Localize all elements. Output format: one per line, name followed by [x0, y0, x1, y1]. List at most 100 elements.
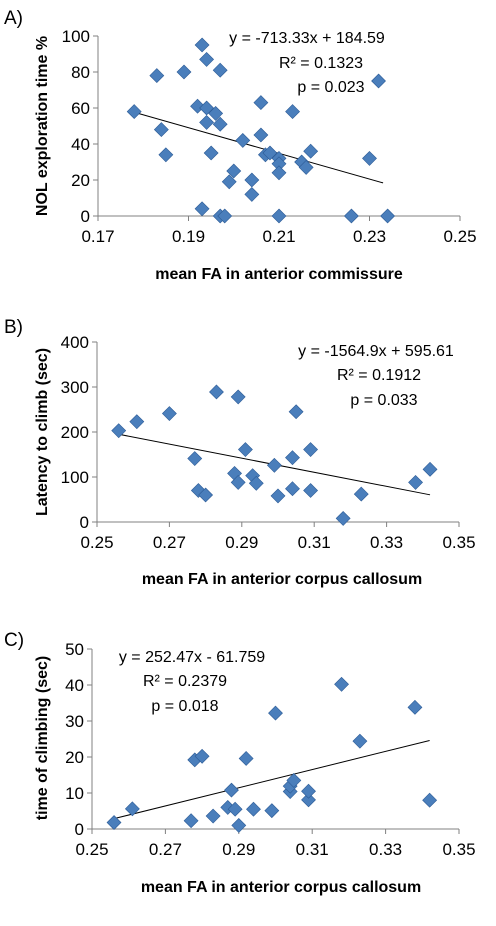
- chart-c-p-value: p = 0.018: [151, 698, 218, 715]
- chart-c-y-tick-label: 0: [75, 820, 84, 839]
- chart-c-data-point: [106, 815, 122, 830]
- chart-a-data-point: [212, 62, 228, 78]
- chart-b-data-point: [408, 474, 423, 490]
- chart-b-y-tick-label: 400: [61, 333, 89, 352]
- chart-a-data-point: [244, 186, 260, 202]
- chart-a-x-tick-label: 0.25: [443, 227, 476, 246]
- chart-a-data-point: [253, 127, 269, 143]
- chart-a-data-point: [199, 114, 215, 130]
- chart-c-x-tick-label: 0.27: [149, 840, 182, 859]
- chart-a-data-point: [199, 51, 215, 67]
- chart-a-data-point: [194, 201, 210, 217]
- chart-c-data-point: [183, 813, 199, 829]
- chart-a-y-tick-label: 80: [71, 63, 90, 82]
- chart-a-p-value: p = 0.023: [297, 79, 364, 96]
- chart-a-data-point: [303, 143, 319, 159]
- chart-c-x-tick-label: 0.29: [222, 840, 255, 859]
- chart-b-data-point: [266, 457, 282, 473]
- chart-b-data-point: [303, 442, 319, 457]
- chart-a-data-point: [221, 174, 237, 190]
- chart-c-y-axis-title: time of climbing (sec): [34, 656, 51, 820]
- chart-a-data-point: [253, 95, 269, 111]
- chart-b-plot-area: 0 100 200 300 400 0.25 0.27 0.29 0.31 0.33 0.35: [61, 333, 476, 552]
- chart-c-plot-area: 0 10 20 30 40 50 0.25 0.27 0.29 0.31 0.33 0.35: [65, 640, 475, 859]
- chart-a-y-tick-label: 20: [71, 171, 90, 190]
- chart-b-data-point: [187, 451, 203, 466]
- chart-b-r-squared: R² = 0.1912: [337, 367, 421, 384]
- chart-a-data-point: [153, 122, 169, 138]
- chart-a-r-squared: R² = 0.1323: [279, 55, 363, 72]
- chart-a-data-point: [203, 145, 219, 161]
- chart-c-x-tick-label: 0.33: [369, 840, 402, 859]
- chart-a-x-tick-label: 0.23: [353, 227, 386, 246]
- chart-a-data-point: [262, 145, 278, 161]
- chart-c-data-point: [205, 808, 221, 824]
- chart-a-data-point: [285, 104, 300, 120]
- chart-a-plot-area: 0 20 40 60 80 100 0.17 0.19 0.21 0.23 0.25: [62, 27, 477, 246]
- chart-a-y-tick-label: 100: [62, 27, 90, 46]
- chart-c-data-point: [301, 783, 316, 799]
- chart-c-data-point: [194, 748, 210, 764]
- chart-a-data-point: [194, 37, 210, 53]
- chart-a-data-point: [371, 73, 386, 89]
- chart-b-equation: y = -1564.9x + 595.61: [298, 343, 454, 360]
- chart-c-y-tick-label: 20: [65, 748, 84, 767]
- chart-c-panel-label: C): [4, 630, 24, 651]
- chart-c-data-point: [352, 733, 368, 749]
- chart-b-data-point: [270, 488, 286, 504]
- chart-b-data-point: [422, 461, 438, 477]
- chart-c-data-point: [246, 801, 261, 817]
- chart-a-data-point: [298, 159, 314, 175]
- chart-a-y-axis-title: NOL exploration time %: [34, 36, 51, 216]
- chart-c-r-squared: R² = 0.2379: [143, 673, 227, 690]
- chart-b-data-point: [111, 423, 127, 439]
- chart-b-data-point: [303, 483, 319, 498]
- chart-a-data-point: [244, 172, 260, 188]
- chart-c-data-point: [264, 803, 280, 819]
- chart-a-data-point: [271, 165, 287, 181]
- chart-b-y-tick-label: 100: [61, 468, 89, 487]
- chart-a-x-axis-title: mean FA in anterior commissure: [155, 266, 403, 283]
- chart-a-data-point: [271, 208, 287, 224]
- chart-c-trendline: [113, 740, 430, 820]
- chart-b-data-point: [198, 487, 214, 503]
- chart-c-x-tick-label: 0.31: [296, 840, 329, 859]
- chart-b-p-value: p = 0.033: [350, 392, 417, 409]
- chart-a-y-tick-label: 0: [81, 207, 90, 226]
- chart-b-y-tick-label: 300: [61, 378, 89, 397]
- chart-a-x-tick-label: 0.17: [81, 227, 114, 246]
- chart-b-x-axis-title: mean FA in anterior corpus callosum: [142, 571, 422, 588]
- chart-a-data-point: [208, 105, 224, 121]
- chart-b-data-point: [230, 474, 246, 490]
- chart-b: B) Latency to climb (sec) mean FA in ant…: [4, 317, 476, 588]
- chart-a-equation: y = -713.33x + 184.59: [229, 30, 385, 47]
- chart-c-data-point: [301, 792, 316, 808]
- chart-b-data-point: [209, 384, 224, 400]
- chart-c-data-point: [422, 792, 438, 808]
- chart-c-equation: y = 252.47x - 61.759: [119, 649, 265, 666]
- chart-a-data-point: [149, 68, 165, 84]
- chart-a: A) NOL exploration time % mean FA in ant…: [4, 8, 477, 283]
- chart-c-x-tick-label: 0.35: [442, 840, 475, 859]
- chart-a-data-point: [126, 104, 142, 120]
- chart-c-y-tick-label: 10: [65, 784, 84, 803]
- chart-b-x-tick-label: 0.25: [80, 533, 113, 552]
- chart-c-x-tick-label: 0.25: [75, 840, 108, 859]
- chart-a-x-tick-label: 0.19: [172, 227, 205, 246]
- chart-c-data-point: [286, 772, 302, 788]
- chart-a-data-point: [226, 163, 242, 179]
- chart-c-data-point: [231, 817, 247, 833]
- chart-a-data-point: [158, 147, 174, 163]
- chart-a-data-point: [212, 116, 228, 132]
- chart-b-data-point: [237, 442, 253, 457]
- chart-a-data-point: [176, 64, 192, 80]
- chart-b-panel-label: B): [4, 317, 23, 338]
- chart-b-x-tick-label: 0.35: [442, 533, 475, 552]
- chart-c-data-point: [334, 676, 349, 692]
- chart-b-data-point: [248, 475, 264, 491]
- chart-c-data-point: [407, 699, 423, 715]
- chart-c-data-point: [268, 705, 283, 721]
- chart-b-y-tick-label: 0: [80, 513, 89, 532]
- chart-b-data-point: [285, 481, 300, 497]
